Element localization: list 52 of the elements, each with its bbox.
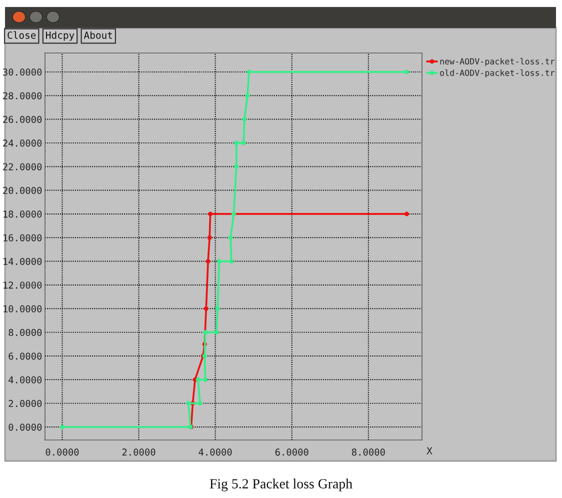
y-tick-label: 26.0000: [3, 116, 42, 124]
y-tick-label: 16.0000: [4, 234, 42, 242]
point: [404, 212, 409, 216]
x-axis-title: X: [426, 447, 432, 454]
point: [228, 235, 233, 240]
point: [198, 401, 202, 406]
y-tick-label: 12.0000: [4, 282, 42, 289]
x-tick-label: 2.0000: [122, 448, 156, 456]
y-tick-label: 18.0000: [4, 210, 42, 218]
legend-label: old-AODV-packet-loss.tr: [440, 69, 555, 78]
x-tick-label: 8.0000: [352, 448, 385, 456]
y-tick-label: 2.0000: [8, 400, 42, 408]
point: [404, 70, 409, 74]
point: [60, 424, 64, 430]
y-tick-label: 30.0000: [3, 68, 42, 76]
y-tick-label: 14.0000: [4, 258, 42, 266]
point: [234, 164, 239, 169]
text: Fig 5.2 Packet loss Graph: [210, 478, 352, 492]
point: [203, 377, 208, 382]
text: About: [84, 31, 112, 39]
x-tick-label: 6.0000: [275, 448, 308, 456]
point: [203, 330, 208, 335]
y-tick-label: 24.0000: [3, 140, 42, 147]
y-tick-label: 0.0000: [8, 424, 42, 431]
point: [241, 140, 246, 146]
point: [214, 330, 219, 335]
point: [231, 212, 236, 216]
point: [196, 377, 200, 382]
y-tick-label: 8.0000: [8, 328, 42, 336]
y-tick-label: 10.0000: [4, 305, 42, 312]
x-tick-label: 4.0000: [198, 448, 232, 456]
point: [229, 259, 234, 264]
text: Close: [8, 31, 36, 39]
legend-label: new-AODV-packet-loss.tr: [440, 58, 555, 66]
point: [208, 212, 213, 216]
point: [207, 235, 212, 240]
y-tick-label: 6.0000: [8, 352, 42, 360]
y-tick-label: 4.0000: [8, 376, 42, 384]
point: [216, 259, 222, 264]
point: [186, 401, 191, 406]
text: Hdcpy: [46, 31, 74, 41]
point: [234, 140, 239, 146]
y-tick-label: 22.0000: [3, 163, 42, 170]
y-tick-label: 28.0000: [3, 92, 42, 100]
y-tick-label: 20.0000: [3, 186, 42, 194]
x-tick-label: 0.0000: [46, 448, 79, 456]
point: [215, 306, 220, 311]
point: [204, 306, 208, 311]
point: [206, 259, 210, 264]
point: [245, 93, 250, 98]
point: [246, 70, 252, 74]
point: [242, 117, 247, 122]
